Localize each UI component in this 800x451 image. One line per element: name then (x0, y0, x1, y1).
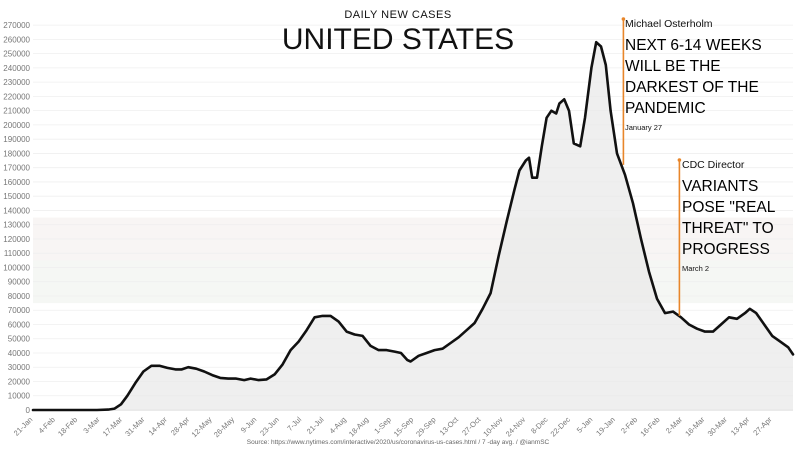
y-tick-label: 30000 (8, 363, 31, 372)
annotation-headline: THREAT" TO (682, 220, 774, 237)
y-tick-label: 60000 (8, 320, 31, 329)
chart-subtitle: DAILY NEW CASES (344, 9, 451, 21)
y-tick-label: 0 (26, 406, 31, 415)
y-tick-label: 140000 (3, 206, 30, 215)
y-tick-label: 10000 (8, 392, 31, 401)
annotation-headline: POSE "REAL (682, 199, 776, 216)
y-tick-label: 50000 (8, 335, 31, 344)
y-tick-label: 150000 (3, 192, 30, 201)
y-tick-label: 190000 (3, 135, 30, 144)
annotation-date: January 27 (625, 123, 662, 132)
y-tick-label: 160000 (3, 178, 30, 187)
annotation-date: March 2 (682, 264, 709, 273)
y-tick-label: 80000 (8, 292, 31, 301)
annotation-headline: VARIANTS (682, 178, 758, 195)
annotation-headline: NEXT 6-14 WEEKS (625, 37, 762, 54)
y-tick-label: 90000 (8, 278, 31, 287)
y-tick-label: 210000 (3, 107, 30, 116)
y-tick-label: 130000 (3, 221, 30, 230)
annotation-marker (621, 17, 626, 21)
annotation-headline: DARKEST OF THE (625, 79, 759, 96)
y-tick-label: 200000 (3, 121, 30, 130)
annotation-headline: PANDEMIC (625, 100, 706, 117)
y-tick-label: 220000 (3, 92, 30, 101)
y-tick-label: 20000 (8, 377, 31, 386)
chart-title: UNITED STATES (282, 23, 514, 56)
y-tick-label: 260000 (3, 35, 30, 44)
y-tick-label: 100000 (3, 263, 30, 272)
annotation-headline: PROGRESS (682, 241, 770, 258)
y-tick-label: 170000 (3, 164, 30, 173)
y-tick-label: 230000 (3, 78, 30, 87)
y-tick-label: 40000 (8, 349, 31, 358)
annotation-source: Michael Osterholm (625, 18, 713, 30)
y-tick-label: 180000 (3, 149, 30, 158)
y-tick-label: 270000 (3, 21, 30, 30)
y-tick-label: 70000 (8, 306, 31, 315)
y-tick-label: 110000 (4, 249, 31, 258)
annotation-headline: WILL BE THE (625, 58, 721, 75)
source-caption: Source: https://www.nytimes.com/interact… (247, 439, 550, 446)
series-area (33, 42, 793, 410)
y-tick-label: 250000 (3, 50, 30, 59)
y-tick-label: 120000 (3, 235, 30, 244)
annotation-marker (677, 158, 682, 162)
y-tick-label: 240000 (3, 64, 30, 73)
series-line (31, 40, 795, 412)
annotation-source: CDC Director (682, 159, 745, 171)
